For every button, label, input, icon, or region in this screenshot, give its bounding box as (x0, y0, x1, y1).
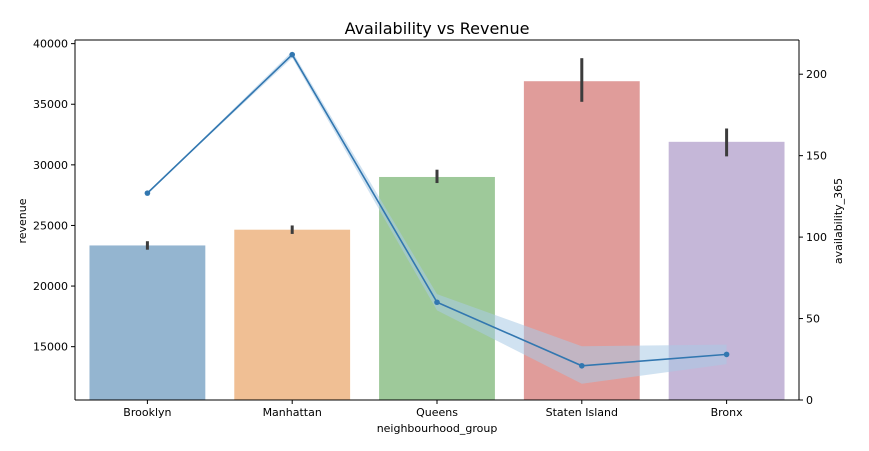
y2-tick-label: 0 (806, 394, 813, 407)
availability-confidence-band (147, 51, 727, 384)
availability-point-brooklyn (144, 190, 151, 196)
confidence-band-layer (147, 51, 727, 384)
x-tick-label: Bronx (711, 406, 744, 419)
y2-tick-label: 200 (806, 68, 827, 81)
bar-queens (379, 176, 495, 400)
x-tick-label: Staten Island (546, 406, 618, 419)
y-tick-label: 15000 (33, 341, 68, 354)
y2-axis-label: availability_365 (832, 178, 845, 264)
y-axis-label: revenue (16, 198, 29, 243)
y2-tick-label: 100 (806, 231, 827, 244)
y-tick-label: 20000 (33, 280, 68, 293)
bar-brooklyn (89, 245, 206, 400)
y-tick-label: 25000 (33, 219, 68, 232)
availability-point-manhattan (289, 51, 296, 58)
availability-point-queens (434, 299, 440, 306)
x-tick-label: Manhattan (263, 406, 322, 419)
y-tick-label: 30000 (33, 159, 68, 172)
chart-title: Availability vs Revenue (345, 19, 530, 38)
y-tick-label: 35000 (33, 98, 68, 111)
line-layer (144, 51, 730, 369)
y2-tick-label: 50 (806, 313, 820, 326)
ticks-layer: 15000 20000 25000 30000 35000 40000 0 50 100 150 2… (33, 38, 827, 419)
availability-point-staten-island (579, 362, 585, 369)
y2-tick-label: 150 (806, 150, 827, 163)
x-tick-label: Brooklyn (123, 406, 171, 419)
x-tick-label: Queens (416, 406, 458, 419)
bar-manhattan (234, 229, 351, 400)
y-tick-label: 40000 (33, 38, 68, 51)
x-axis-label: neighbourhood_group (377, 422, 498, 435)
availability-point-bronx (723, 351, 730, 358)
